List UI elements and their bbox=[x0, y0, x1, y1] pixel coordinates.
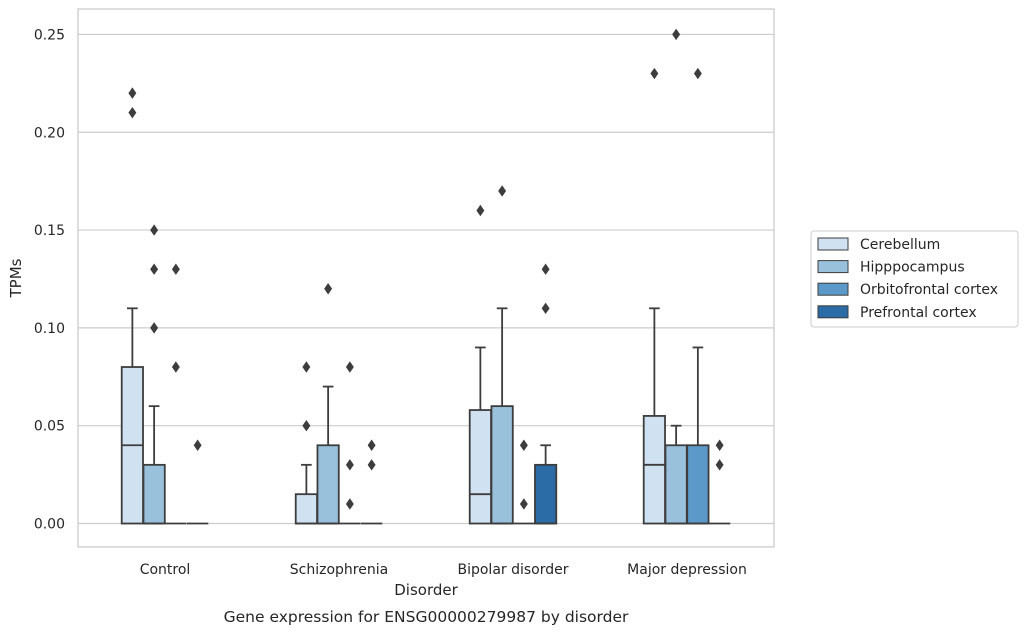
legend-frame bbox=[810, 230, 1019, 328]
outlier-point bbox=[541, 302, 550, 315]
box-prefrontal-cortex bbox=[708, 439, 731, 525]
y-tick-label: 0.05 bbox=[34, 419, 65, 435]
outlier-point bbox=[715, 439, 724, 451]
box-hipppocampus bbox=[142, 224, 166, 525]
box bbox=[316, 444, 340, 525]
outlier-point bbox=[150, 224, 159, 236]
legend-item: Orbitofrontal cortex bbox=[817, 282, 998, 298]
y-tick-label: 0.15 bbox=[34, 223, 65, 239]
outlier-point bbox=[171, 361, 180, 373]
y-axis-label: TPMs bbox=[7, 258, 25, 298]
outlier-point bbox=[345, 361, 354, 373]
box-cerebellum bbox=[294, 361, 318, 525]
outlier-point bbox=[367, 439, 376, 451]
legend-swatch bbox=[817, 237, 849, 251]
outlier-point bbox=[150, 322, 159, 334]
legend-label: Hipppocampus bbox=[860, 260, 965, 276]
box-cerebellum bbox=[120, 87, 144, 525]
chart-caption: Gene expression for ENSG00000279987 by d… bbox=[224, 608, 629, 626]
x-tick-label: Bipolar disorder bbox=[457, 562, 568, 578]
box-cerebellum bbox=[468, 204, 492, 525]
box-orbitofrontal-cortex bbox=[339, 361, 361, 525]
box-hipppocampus bbox=[316, 283, 340, 525]
box bbox=[142, 463, 166, 525]
outlier-point bbox=[345, 498, 354, 510]
legend-item: Hipppocampus bbox=[817, 260, 965, 276]
outlier-point bbox=[541, 263, 550, 275]
legend-item: Prefrontal cortex bbox=[817, 305, 977, 321]
outlier-point bbox=[193, 439, 202, 451]
outlier-point bbox=[171, 263, 180, 275]
x-axis-ticks: Control Schizophrenia Bipolar disorder Majo… bbox=[140, 562, 747, 578]
box-prefrontal-cortex bbox=[534, 263, 558, 525]
y-axis-ticks: 0.00 0.05 0.10 0.15 0.20 0.25 bbox=[34, 27, 65, 532]
outlier-point bbox=[498, 185, 507, 197]
legend-label: Prefrontal cortex bbox=[860, 305, 977, 321]
box-plot-area bbox=[120, 28, 731, 525]
y-tick-label: 0.10 bbox=[34, 321, 65, 337]
y-tick-label: 0.25 bbox=[34, 27, 65, 43]
outlier-point bbox=[128, 87, 137, 99]
box bbox=[664, 444, 688, 525]
outlier-point bbox=[476, 204, 485, 217]
box-cerebellum bbox=[642, 67, 666, 525]
legend-label: Cerebellum bbox=[860, 237, 940, 253]
outlier-point bbox=[302, 361, 311, 373]
box-orbitofrontal-cortex bbox=[165, 263, 187, 525]
box-orbitofrontal-cortex bbox=[513, 439, 535, 525]
legend-label: Orbitofrontal cortex bbox=[860, 282, 998, 298]
box-hipppocampus bbox=[490, 185, 514, 525]
outlier-point bbox=[324, 283, 333, 295]
outlier-point bbox=[672, 28, 681, 41]
box-prefrontal-cortex bbox=[360, 439, 383, 525]
legend-item: Cerebellum bbox=[817, 237, 940, 253]
legend-swatch bbox=[817, 260, 849, 274]
outlier-point bbox=[128, 106, 137, 119]
box bbox=[490, 405, 514, 525]
box bbox=[534, 463, 558, 525]
box-prefrontal-cortex bbox=[186, 439, 209, 525]
x-axis-label: Disorder bbox=[394, 581, 458, 599]
legend-swatch bbox=[817, 282, 849, 296]
box bbox=[294, 493, 318, 525]
outlier-point bbox=[302, 419, 311, 432]
outlier-point bbox=[150, 263, 159, 275]
outlier-point bbox=[693, 67, 702, 80]
outlier-point bbox=[519, 498, 528, 510]
x-tick-label: Major depression bbox=[627, 562, 747, 578]
box bbox=[686, 444, 710, 525]
box-hipppocampus bbox=[664, 28, 688, 525]
box bbox=[468, 409, 492, 525]
x-tick-label: Control bbox=[140, 562, 191, 578]
plot-frame bbox=[77, 8, 775, 548]
x-tick-label: Schizophrenia bbox=[290, 562, 388, 578]
legend: Cerebellum Hipppocampus Orbitofrontal cort… bbox=[810, 230, 1019, 328]
box bbox=[642, 415, 666, 525]
legend-swatch bbox=[817, 305, 849, 319]
outlier-point bbox=[367, 459, 376, 471]
y-tick-label: 0.00 bbox=[34, 517, 65, 533]
y-tick-label: 0.20 bbox=[34, 125, 65, 141]
box-orbitofrontal-cortex bbox=[686, 67, 710, 525]
outlier-point bbox=[715, 459, 724, 471]
outlier-point bbox=[519, 439, 528, 451]
outlier-point bbox=[345, 459, 354, 471]
outlier-point bbox=[650, 67, 659, 80]
